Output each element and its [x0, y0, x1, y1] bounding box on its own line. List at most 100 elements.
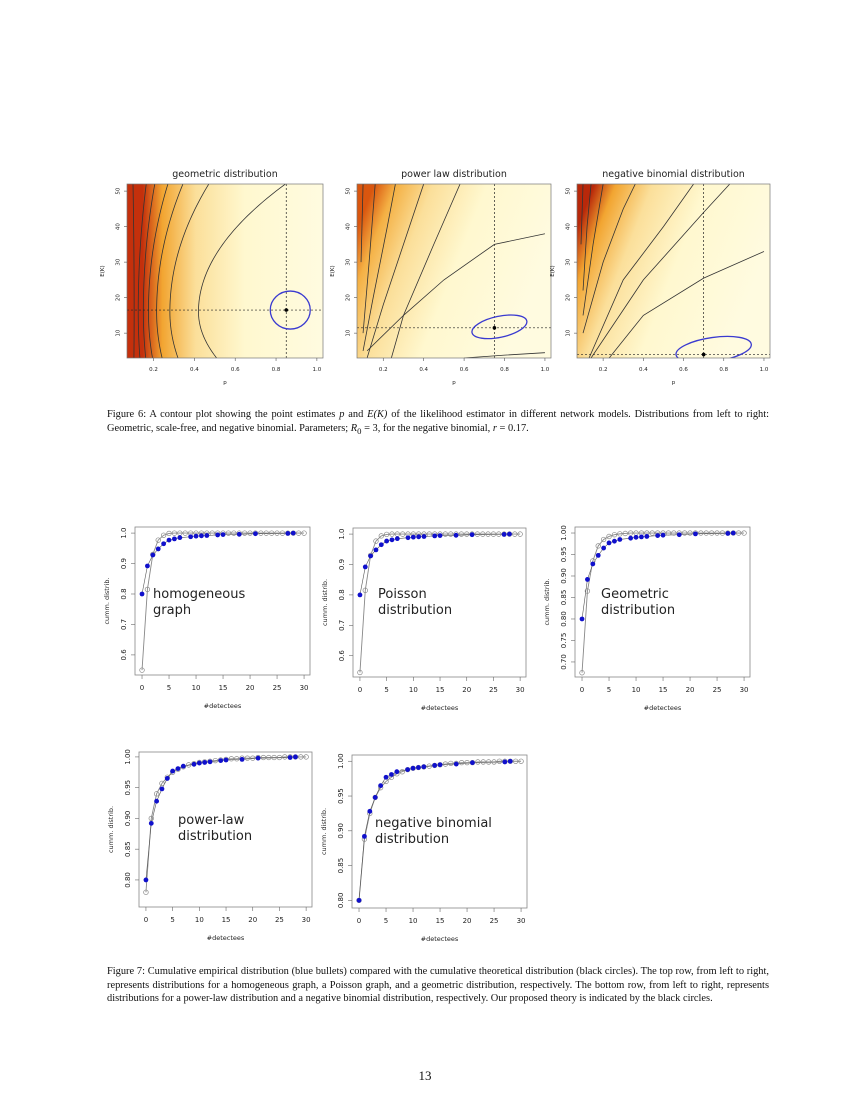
theoretical-point — [448, 531, 454, 537]
empirical-point — [453, 761, 459, 767]
empirical-point — [453, 532, 459, 538]
x-tick-label: 0.6 — [679, 367, 688, 373]
contour-line — [366, 184, 425, 358]
y-axis-label: cumm. distrib. — [320, 808, 328, 855]
caption-text: and — [344, 409, 368, 420]
y-tick-label: 0.9 — [338, 559, 346, 570]
contour-line — [608, 251, 765, 358]
y-tick-label: 1.0 — [338, 529, 346, 540]
y-axis-label: cumm. distrib. — [107, 806, 115, 853]
x-axis-label: #detectees — [421, 704, 459, 712]
empirical-point — [196, 760, 202, 766]
y-tick-label: 0.8 — [338, 589, 346, 600]
theoretical-point — [518, 758, 524, 764]
y-tick-label: 0.85 — [337, 858, 345, 874]
contour-line — [366, 233, 546, 352]
theoretical-point — [595, 543, 601, 549]
chart-title: power law distribution — [401, 169, 507, 180]
figure-7-caption: Figure 7: Cumulative empirical distribut… — [107, 966, 769, 1005]
theoretical-point — [144, 586, 151, 593]
empirical-point — [432, 763, 438, 768]
y-tick-label: 0.80 — [560, 611, 568, 627]
empirical-point — [432, 533, 438, 539]
empirical-point — [218, 758, 224, 764]
empirical-point — [193, 533, 199, 539]
x-tick-label: 15 — [219, 684, 228, 692]
empirical-point — [150, 552, 156, 558]
empirical-point — [172, 536, 177, 542]
y-axis-label: E(K) — [550, 265, 556, 276]
x-axis-label: #detectees — [207, 934, 245, 942]
contour-line — [148, 184, 169, 358]
theoretical-point — [736, 530, 742, 536]
empirical-point — [633, 534, 639, 540]
panel-label: negative binomial — [375, 816, 492, 831]
x-tick-label: 30 — [302, 916, 311, 924]
panel-label: distribution — [378, 603, 452, 618]
contour-line — [137, 184, 147, 358]
empirical-point — [159, 786, 165, 792]
y-tick-label: 1.00 — [337, 753, 345, 769]
empirical-point — [416, 534, 422, 540]
contour-line — [169, 184, 210, 358]
math-r0-sub: 0 — [357, 425, 362, 436]
x-tick-label: 20 — [246, 684, 255, 692]
theoretical-point — [271, 754, 277, 761]
math-ek: E(K) — [367, 409, 388, 420]
contour-line — [156, 184, 184, 358]
y-tick-label: 1.00 — [124, 749, 132, 765]
theoretical-point — [247, 530, 253, 536]
theoretical-point — [155, 537, 161, 543]
x-axis-label: p — [223, 380, 227, 386]
y-tick-label: 0.85 — [560, 590, 568, 606]
x-tick-label: 0 — [580, 686, 584, 694]
empirical-point — [437, 762, 443, 768]
empirical-point — [405, 767, 411, 773]
theoretical-point — [480, 531, 486, 537]
x-axis-label: #detectees — [204, 702, 242, 710]
y-tick-label: 0.70 — [560, 654, 568, 670]
empirical-point — [215, 532, 221, 538]
plot-frame — [352, 527, 527, 678]
empirical-point — [204, 533, 210, 538]
panel-label: Poisson — [378, 587, 427, 602]
panel-label: Geometric — [601, 587, 669, 602]
empirical-point — [236, 531, 242, 537]
empirical-point — [617, 537, 623, 542]
theoretical-point — [464, 531, 470, 537]
heatmap-background — [577, 184, 770, 358]
theoretical-point — [464, 760, 470, 766]
math-p: p — [339, 409, 345, 420]
theoretical-point — [279, 530, 286, 536]
theoretical-point — [378, 533, 384, 539]
y-tick-label: 0.95 — [560, 547, 568, 563]
cdf-panel-0: 0 5 10 15 20 25 30 0.6 0.7 0.8 0.9 1.0 #detectees cum… — [103, 526, 311, 710]
empirical-point — [166, 537, 172, 543]
x-tick-label: 0.4 — [639, 367, 648, 373]
empirical-point — [170, 768, 176, 774]
x-tick-label: 15 — [659, 686, 668, 694]
empirical-point — [356, 897, 362, 903]
empirical-point — [191, 761, 197, 767]
empirical-point — [220, 532, 226, 538]
theoretical-point — [231, 530, 237, 536]
x-tick-label: 30 — [517, 917, 526, 925]
theoretical-point — [139, 667, 145, 673]
contour-panel-2: negative binomial distribution 0.2 0.4 0.6 0… — [550, 169, 771, 386]
empirical-point — [469, 532, 475, 538]
panel-label: graph — [153, 603, 191, 618]
x-tick-label: 30 — [740, 686, 749, 694]
empirical-point — [139, 591, 145, 597]
empirical-point — [255, 755, 261, 761]
empirical-point — [155, 546, 161, 552]
theoretical-point — [186, 762, 192, 768]
theoretical-point — [513, 758, 519, 764]
confidence-region — [269, 290, 311, 330]
plot-frame — [576, 183, 771, 359]
theoretical-point — [166, 530, 172, 537]
contour-panel-1: power law distribution 0.2 0.4 0.6 0.8 1.0 10 2… — [330, 169, 552, 386]
x-tick-label: 15 — [222, 916, 231, 924]
empirical-point — [590, 561, 596, 567]
empirical-point — [595, 552, 601, 558]
